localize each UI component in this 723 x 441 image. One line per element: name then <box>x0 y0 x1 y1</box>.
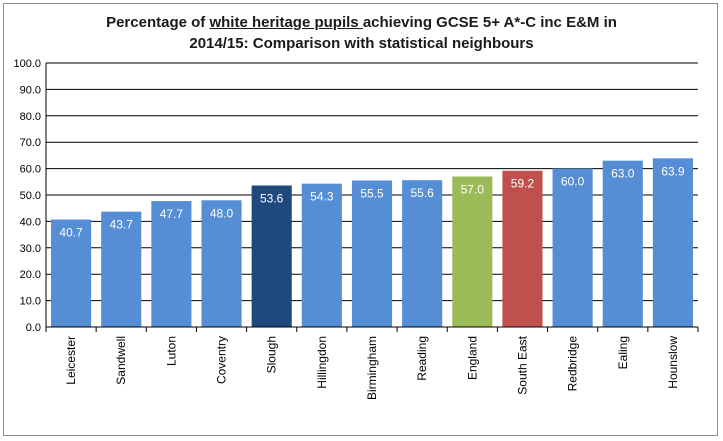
bar-luton <box>151 201 192 327</box>
y-tick-label: 0.0 <box>26 322 41 334</box>
y-tick-label: 30.0 <box>20 243 41 255</box>
chart-title-line2: 2014/15: Comparison with statistical nei… <box>189 35 534 52</box>
bar-ealing <box>602 160 643 327</box>
x-category-label: Reading <box>415 336 429 381</box>
x-category-label: South East <box>515 335 529 394</box>
y-tick-label: 60.0 <box>20 164 41 176</box>
bar-reading <box>402 180 443 327</box>
bar-england <box>452 176 493 327</box>
chart-title-underlined: white heritage pupils <box>209 14 363 31</box>
x-category-label: Leicester <box>64 336 78 385</box>
bars <box>51 158 693 327</box>
bar-hounslow <box>652 158 693 327</box>
data-label: 60.0 <box>561 175 585 189</box>
y-tick-label: 40.0 <box>20 216 41 228</box>
chart-title-prefix: Percentage of <box>106 14 210 31</box>
x-category-label: England <box>465 336 479 380</box>
data-labels: 40.7 43.7 47.7 48.0 53.6 54.3 55.5 55.6 57.0 59.2… <box>59 164 685 239</box>
data-label: 40.7 <box>59 226 83 240</box>
data-label: 53.6 <box>260 191 284 205</box>
bar-coventry <box>201 200 242 327</box>
bar-south-east <box>502 170 543 327</box>
x-category-label: Birmingham <box>365 336 379 400</box>
data-label: 63.9 <box>661 164 685 178</box>
data-label: 55.6 <box>410 186 434 200</box>
y-tick-label: 70.0 <box>20 137 41 149</box>
x-category-label: Luton <box>164 336 178 366</box>
x-category-label: Ealing <box>616 336 630 369</box>
chart-title-line1: Percentage of white heritage pupils achi… <box>0 12 723 33</box>
data-label: 63.0 <box>611 167 635 181</box>
data-label: 47.7 <box>160 207 184 221</box>
bar-hillingdon <box>301 183 342 327</box>
bar-redbridge <box>552 168 593 327</box>
y-tick-label: 80.0 <box>20 111 41 123</box>
y-tick-label: 100.0 <box>13 58 41 70</box>
y-tick-label: 90.0 <box>20 84 41 96</box>
y-tick-label: 10.0 <box>20 296 41 308</box>
bar-birmingham <box>351 180 393 327</box>
y-axis: 0.0 10.0 20.0 30.0 40.0 50.0 60.0 70.0 80.0 90.0 1… <box>13 58 47 334</box>
data-label: 57.0 <box>461 183 485 197</box>
data-label: 55.5 <box>360 186 384 200</box>
x-category-label: Slough <box>265 336 279 373</box>
chart-title-suffix: achieving GCSE 5+ A*-C inc E&M in <box>362 14 617 31</box>
chart-title: Percentage of white heritage pupils achi… <box>0 12 723 54</box>
y-tick-label: 50.0 <box>20 190 41 202</box>
x-category-label: Hounslow <box>666 336 680 389</box>
data-label: 54.3 <box>310 190 334 204</box>
data-label: 43.7 <box>110 218 134 232</box>
bar-slough <box>251 185 292 327</box>
x-category-label: Hillingdon <box>315 336 329 389</box>
bar-sandwell <box>101 211 142 327</box>
data-label: 48.0 <box>210 206 234 220</box>
x-axis: Leicester Sandwell Luton Coventry Slough Hill… <box>45 326 699 400</box>
y-tick-label: 20.0 <box>20 269 41 281</box>
x-category-label: Coventry <box>215 336 229 384</box>
x-category-label: Redbridge <box>566 336 580 392</box>
bar-leicester <box>51 219 92 327</box>
x-category-label: Sandwell <box>114 336 128 385</box>
data-label: 59.2 <box>511 177 535 191</box>
